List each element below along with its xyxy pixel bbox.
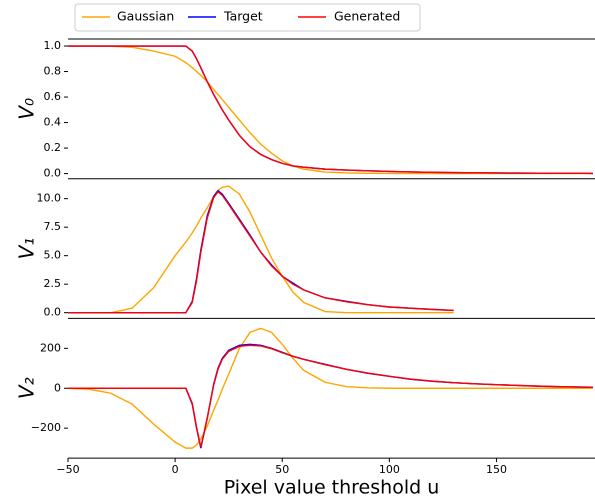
series-line (68, 190, 454, 314)
series-line (68, 343, 593, 449)
series-line (68, 45, 593, 175)
x-tick-label: 50 (275, 463, 289, 476)
series-line (68, 344, 593, 448)
y-axis-label: V₀ (15, 98, 39, 120)
series-line (67, 327, 593, 449)
x-tick-label: −50 (56, 463, 79, 476)
x-tick-label: 0 (172, 463, 179, 476)
y-tick-label: 2.5 (44, 277, 62, 290)
y-tick-label: 1.0 (44, 39, 62, 52)
y-axis-label: V₂ (15, 377, 39, 399)
y-tick-label: 10.0 (37, 192, 62, 205)
y-tick-label: −200 (31, 421, 61, 434)
series-line (68, 45, 593, 175)
y-tick-label: 0.8 (44, 65, 62, 78)
y-tick-label: 0.0 (44, 167, 62, 180)
y-axis-label: V₁ (15, 238, 39, 260)
legend-label: Generated (334, 9, 400, 24)
y-tick-label: 7.5 (44, 220, 62, 233)
x-tick-label: 100 (379, 463, 400, 476)
x-tick-label: 150 (486, 463, 507, 476)
legend-box (74, 3, 421, 32)
y-tick-label: 0.4 (44, 116, 62, 129)
y-tick-label: 200 (40, 341, 61, 354)
series-line (110, 185, 454, 314)
legend: Gaussian Target Generated (82, 9, 400, 24)
y-tick-label: 0.0 (44, 306, 62, 319)
x-axis-label: Pixel value threshold u (224, 477, 440, 499)
y-tick-label: 0.2 (44, 141, 62, 154)
legend-label: Gaussian (117, 9, 174, 24)
y-tick-label: 5.0 (44, 249, 62, 262)
legend-label: Target (223, 9, 263, 24)
y-tick-label: 0.6 (44, 90, 62, 103)
y-tick-label: 0 (54, 381, 61, 394)
series-line (68, 45, 593, 175)
